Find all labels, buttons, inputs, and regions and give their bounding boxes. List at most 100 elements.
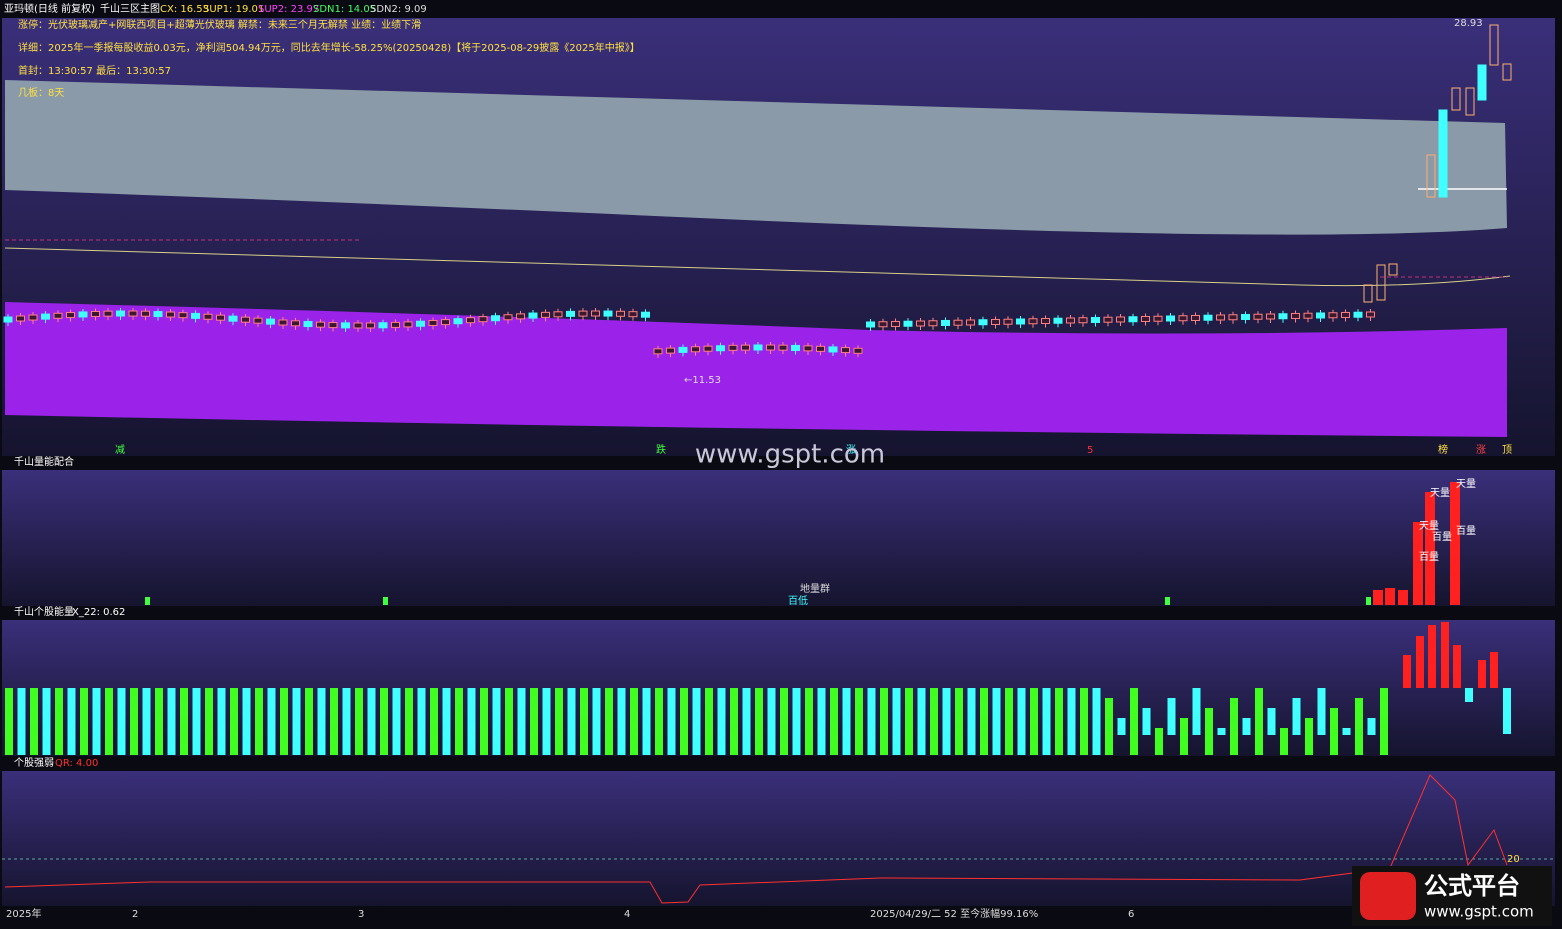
energy-bar — [292, 688, 301, 755]
vol-label: 百量 — [1432, 531, 1452, 543]
energy-bar — [880, 688, 888, 755]
x-axis-label: 2025年 — [6, 907, 41, 920]
candle — [728, 344, 738, 351]
candle — [1141, 315, 1150, 322]
energy-bar — [1167, 698, 1176, 735]
candle — [1502, 63, 1512, 81]
energy-bar — [1180, 718, 1188, 755]
candle — [941, 319, 950, 326]
candle — [828, 346, 838, 353]
energy-bar — [1242, 718, 1251, 735]
candle — [491, 315, 500, 322]
energy-bar — [1130, 688, 1138, 755]
energy-bar — [1380, 688, 1388, 755]
energy-bar — [1280, 728, 1288, 755]
cx: CX: 16.53 — [160, 4, 209, 15]
vol-label: 天量 — [1419, 520, 1439, 532]
candle — [341, 322, 350, 329]
energy-bar — [1267, 708, 1276, 735]
energy-bar — [1428, 625, 1436, 688]
volume-bar — [383, 597, 388, 605]
vol-label: 百低 — [788, 594, 808, 607]
candle — [3, 316, 13, 323]
energy-bar — [580, 688, 588, 755]
energy-bar — [1478, 660, 1486, 688]
energy-bar — [92, 688, 101, 755]
energy-bar — [917, 688, 926, 755]
energy-bar — [1403, 655, 1411, 688]
energy-bar — [142, 688, 151, 755]
candle — [1128, 316, 1138, 323]
candle — [916, 320, 925, 327]
candle — [1053, 317, 1063, 324]
energy-bar — [517, 688, 526, 755]
energy-bar — [942, 688, 951, 755]
signal: 5 — [1087, 445, 1093, 456]
candle — [191, 312, 200, 319]
energy-bar — [855, 688, 863, 755]
candle — [28, 314, 38, 321]
candle — [141, 310, 150, 317]
energy-bar — [567, 688, 576, 755]
energy-bar — [392, 688, 401, 755]
energy-bar — [642, 688, 651, 755]
candle — [1003, 318, 1013, 325]
candle — [541, 311, 550, 318]
candle — [1363, 284, 1373, 303]
energy-bar — [742, 688, 751, 755]
stock-title: 亚玛顿(日线 前复权) — [4, 2, 95, 15]
energy-bar — [842, 688, 851, 755]
energy-bar — [1355, 698, 1363, 755]
candle — [53, 312, 63, 319]
candle — [78, 311, 88, 318]
candle — [1376, 264, 1386, 301]
candle — [291, 320, 300, 327]
energy-bar — [80, 688, 88, 755]
candle — [1216, 314, 1225, 321]
candle — [328, 322, 338, 329]
energy-bar — [592, 688, 601, 755]
energy-bar — [755, 688, 763, 755]
candle — [666, 347, 675, 354]
candle — [741, 344, 750, 351]
energy-bar — [955, 688, 963, 755]
candle — [628, 311, 638, 318]
energy-bar — [730, 688, 738, 755]
energy-bar — [355, 688, 363, 755]
vol-label: 百量 — [1456, 525, 1476, 537]
energy-bar — [1465, 688, 1473, 702]
candle — [816, 345, 825, 352]
energy-bar — [467, 688, 476, 755]
candle — [766, 344, 775, 351]
energy-bar — [1117, 718, 1126, 735]
energy-bar — [1330, 708, 1338, 755]
energy-bar — [480, 688, 488, 755]
candle — [41, 313, 50, 320]
energy-bar — [5, 688, 13, 755]
candle — [1041, 317, 1050, 324]
candle — [528, 312, 538, 319]
candle — [1166, 315, 1175, 322]
signal: 涨 — [846, 444, 856, 456]
candle — [1116, 316, 1125, 323]
volume-bar — [1366, 597, 1371, 605]
energy-bar — [255, 688, 263, 755]
candle — [228, 315, 238, 322]
candle — [1266, 313, 1275, 320]
candle — [1253, 313, 1263, 320]
panel-title: 千山量能配合 — [14, 455, 74, 468]
candle — [516, 313, 525, 320]
energy-bar — [205, 688, 213, 755]
logo-url: www.gspt.com — [1424, 903, 1534, 921]
energy-bar — [1105, 698, 1113, 755]
candle — [391, 321, 400, 328]
energy-bar — [1055, 688, 1063, 755]
energy-bar — [892, 688, 901, 755]
candle — [1291, 312, 1300, 319]
energy-bar — [430, 688, 438, 755]
energy-bar — [817, 688, 826, 755]
candle — [91, 310, 100, 317]
candle — [803, 345, 813, 352]
strength-line — [4, 774, 1508, 904]
candle — [428, 319, 438, 326]
